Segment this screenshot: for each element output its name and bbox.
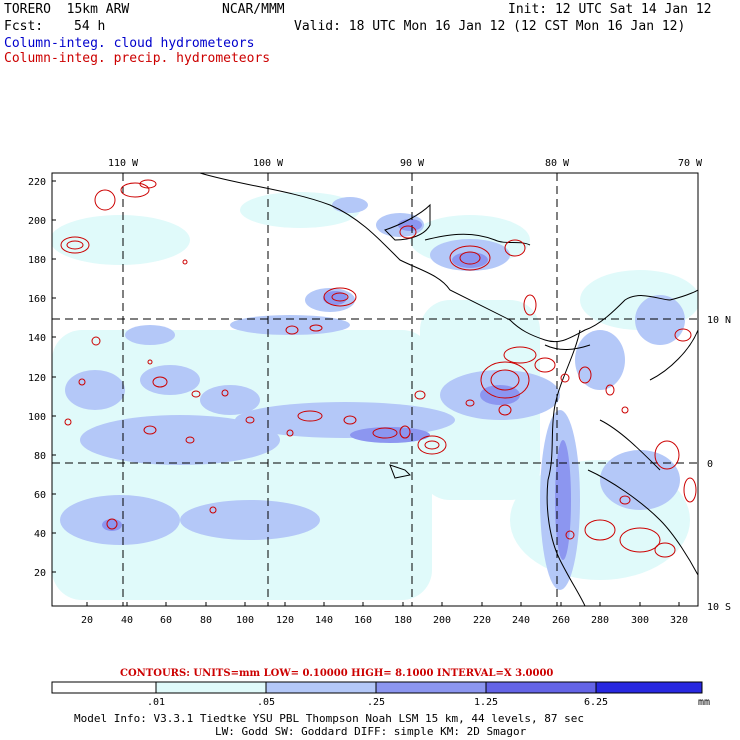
- coastlines: [199, 173, 698, 606]
- colorbar-bin: [155, 681, 267, 694]
- x-tick: 200: [433, 615, 451, 626]
- y-tick-marks: [52, 180, 56, 573]
- y-tick: 220: [28, 177, 46, 188]
- y-tick: 40: [34, 529, 46, 540]
- lon-label: 90 W: [400, 158, 425, 169]
- legend-cloud-hydrometeors: Column-integ. cloud hydrometeors: [4, 36, 255, 51]
- colorbar: [51, 681, 703, 694]
- y-tick: 140: [28, 333, 46, 344]
- x-tick: 180: [394, 615, 412, 626]
- longitude-labels: 110 W 100 W 90 W 80 W 70 W: [108, 158, 703, 169]
- colorbar-bin: [265, 681, 377, 694]
- forecast-hour: 54 h: [74, 19, 106, 34]
- x-tick: 40: [121, 615, 133, 626]
- contours-info: CONTOURS: UNITS=mm LOW= 0.10000 HIGH= 8.…: [120, 668, 553, 679]
- y-axis-ticks: 220 200 180 160 140 120 100 80 60 40 20: [28, 177, 46, 579]
- y-tick: 200: [28, 216, 46, 227]
- lat-label: 10 S: [707, 602, 731, 613]
- latitude-labels: 10 N 0 10 S: [707, 315, 731, 613]
- model-title: TORERO 15km ARW: [4, 2, 130, 17]
- x-tick-marks: [86, 602, 680, 606]
- colorbar-bin: [485, 681, 597, 694]
- y-tick: 180: [28, 255, 46, 266]
- x-tick: 260: [552, 615, 570, 626]
- x-tick: 280: [591, 615, 609, 626]
- colorbar-tick: 1.25: [474, 697, 498, 708]
- lat-lon-grid: [52, 173, 698, 606]
- forecast-label: Fcst:: [4, 19, 44, 34]
- x-tick: 80: [200, 615, 212, 626]
- colorbar-bin: [375, 681, 487, 694]
- x-tick: 100: [236, 615, 254, 626]
- x-tick: 60: [160, 615, 172, 626]
- model-physics: LW: Godd SW: Goddard DIFF: simple KM: 2D…: [215, 725, 527, 738]
- model-info: Model Info: V3.3.1 Tiedtke YSU PBL Thomp…: [74, 712, 584, 725]
- y-tick: 80: [34, 451, 46, 462]
- plot-frame: [51, 172, 699, 607]
- x-tick: 320: [670, 615, 688, 626]
- y-tick: 120: [28, 373, 46, 384]
- colorbar-tick: .01: [147, 697, 165, 708]
- x-tick: 140: [315, 615, 333, 626]
- legend-precip-hydrometeors: Column-integ. precip. hydrometeors: [4, 51, 271, 66]
- colorbar-bin: [51, 681, 157, 694]
- colorbar-unit: mm: [698, 697, 710, 708]
- y-tick: 100: [28, 412, 46, 423]
- y-tick: 20: [34, 568, 46, 579]
- colorbar-ticks: .01 .05 .25 1.25 6.25 mm: [147, 697, 710, 708]
- colorbar-tick: .05: [257, 697, 275, 708]
- cloud-hydrometeor-field: [52, 192, 698, 600]
- x-tick: 120: [276, 615, 294, 626]
- lon-label: 70 W: [678, 158, 703, 169]
- y-tick: 60: [34, 490, 46, 501]
- x-axis-ticks: 20 40 60 80 100 120 140 160 180 200 220 …: [81, 615, 688, 626]
- lon-label: 100 W: [253, 158, 284, 169]
- lat-label: 0: [707, 459, 713, 470]
- y-tick: 160: [28, 294, 46, 305]
- colorbar-bin: [595, 681, 703, 694]
- x-tick: 240: [512, 615, 530, 626]
- colorbar-tick: .25: [367, 697, 385, 708]
- x-tick: 220: [473, 615, 491, 626]
- x-tick: 160: [354, 615, 372, 626]
- lon-label: 80 W: [545, 158, 570, 169]
- colorbar-tick: 6.25: [584, 697, 608, 708]
- init-time: Init: 12 UTC Sat 14 Jan 12: [508, 2, 712, 17]
- organization-label: NCAR/MMM: [222, 2, 285, 17]
- lon-label: 110 W: [108, 158, 139, 169]
- x-tick: 300: [631, 615, 649, 626]
- precip-contours: [60, 179, 697, 558]
- x-tick: 20: [81, 615, 93, 626]
- valid-time: Valid: 18 UTC Mon 16 Jan 12 (12 CST Mon …: [294, 19, 686, 34]
- lat-label: 10 N: [707, 315, 731, 326]
